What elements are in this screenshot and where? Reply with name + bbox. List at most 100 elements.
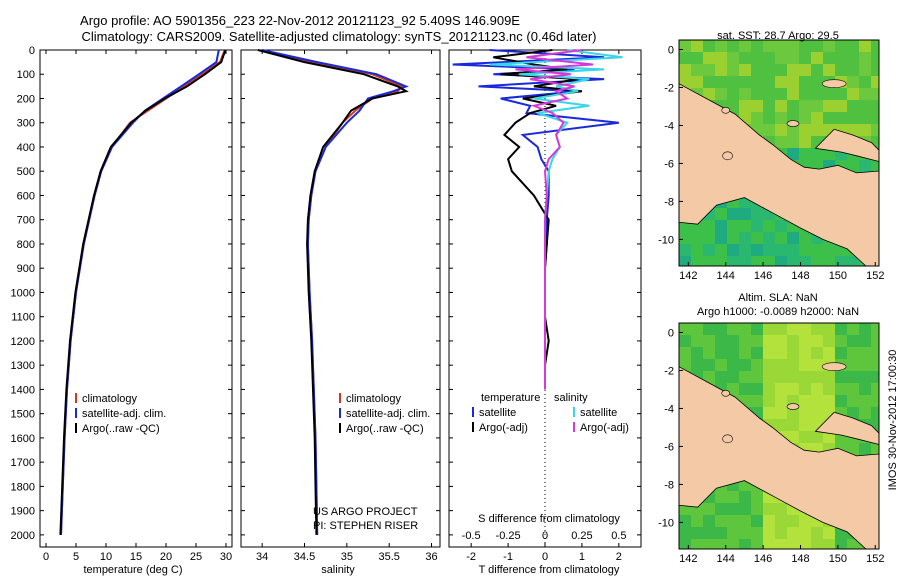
map-y-tick-label: -6 [664, 158, 674, 170]
y-tick-label: 800 [17, 239, 35, 251]
map-cell [739, 491, 751, 503]
map-cell [799, 383, 811, 395]
map-x-tick-label: 144 [717, 270, 735, 282]
map-cell [859, 88, 871, 100]
map-cell [715, 52, 727, 64]
legend-label: climatology [346, 393, 402, 405]
map-cell [871, 64, 879, 76]
map-cell [799, 371, 811, 383]
temp-xlabel: temperature (deg C) [83, 564, 183, 576]
map-cell [787, 407, 799, 419]
map-cell [763, 40, 775, 52]
map-cell [787, 335, 799, 347]
s-tick-label: 0.25 [571, 530, 592, 542]
map-cell [739, 220, 751, 232]
legend-title: salinity [554, 392, 588, 404]
map-cell [799, 359, 811, 371]
y-tick-label: 600 [17, 190, 35, 202]
map-cell [715, 335, 727, 347]
legend-label: satellite [580, 407, 617, 419]
map-cell [691, 244, 703, 256]
map-cell [859, 40, 871, 52]
map-cell [715, 256, 727, 266]
map-islet [721, 389, 731, 397]
map-x-tick-label: 152 [866, 270, 884, 282]
map-cell [811, 335, 823, 347]
map-cell [787, 64, 799, 76]
map-cell [799, 515, 811, 527]
x-tick-label: 35 [341, 551, 353, 563]
map-cell [859, 323, 871, 335]
map-y-tick-label: -10 [658, 517, 674, 529]
legend-label: satellite-adj. clim. [82, 408, 166, 420]
map-cell [739, 64, 751, 76]
map-cell [775, 220, 787, 232]
map-cell [859, 112, 871, 124]
map-cell [739, 503, 751, 515]
x-tick-label: 34 [256, 551, 268, 563]
map-cell [823, 335, 835, 347]
map-cell [799, 323, 811, 335]
map-cell [859, 383, 871, 395]
x-tick-label: 0 [43, 551, 49, 563]
map-cell [799, 527, 811, 539]
map-cell [751, 323, 763, 335]
map-cell [775, 419, 787, 431]
legend-label: Argo(..raw -QC) [346, 423, 424, 435]
panel-frame-temperature-profile [39, 49, 233, 548]
map-cell [751, 52, 763, 64]
map-cell [847, 160, 859, 172]
map-cell [799, 407, 811, 419]
map-cell [739, 100, 751, 112]
y-tick-label: 1400 [11, 384, 35, 396]
map-y-tick-label: -6 [664, 441, 674, 453]
map-cell [787, 431, 799, 443]
map-cell [715, 347, 727, 359]
map-cell [835, 112, 847, 124]
sst-map-title: sat. SST: 28.7 Argo: 29.5 [717, 30, 839, 42]
map-cell [775, 232, 787, 244]
map-cell [847, 359, 859, 371]
map-cell [727, 244, 739, 256]
map-cell [763, 359, 775, 371]
map-cell [811, 407, 823, 419]
map-cell [835, 539, 847, 549]
map-cell [763, 76, 775, 88]
map-x-tick-label: 148 [791, 270, 809, 282]
map-cell [871, 419, 879, 431]
map-cell [847, 443, 859, 455]
map-cell [739, 515, 751, 527]
legend-label: Argo(-adj) [479, 422, 528, 434]
map-cell [799, 232, 811, 244]
map-cell [835, 88, 847, 100]
map-cell [751, 491, 763, 503]
map-cell [775, 395, 787, 407]
map-cell [691, 515, 703, 527]
map-cell [871, 443, 879, 455]
map-cell [703, 323, 715, 335]
map-cell [763, 503, 775, 515]
x-tick-label: 5 [73, 551, 79, 563]
map-cell [835, 371, 847, 383]
map-cell [787, 323, 799, 335]
map-cell [763, 347, 775, 359]
map-cell [811, 323, 823, 335]
map-cell [751, 383, 763, 395]
map-cell [703, 52, 715, 64]
map-cell [739, 527, 751, 539]
x-tick-label: 30 [220, 551, 232, 563]
sla-map-title-2: Argo h1000: -0.0089 h2000: NaN [696, 306, 860, 318]
diff-xlabel: T difference from climatology [478, 564, 620, 576]
map-cell [787, 124, 799, 136]
map-cell [751, 359, 763, 371]
map-cell [715, 491, 727, 503]
map-cell [823, 527, 835, 539]
legend-title: temperature [481, 392, 540, 404]
map-cell [691, 527, 703, 539]
map-cell [823, 383, 835, 395]
map-x-tick-label: 146 [754, 270, 772, 282]
series-line-salinity-argo-adj- [515, 49, 594, 390]
map-cell [691, 347, 703, 359]
map-cell [775, 112, 787, 124]
map-y-tick-label: -4 [664, 120, 674, 132]
